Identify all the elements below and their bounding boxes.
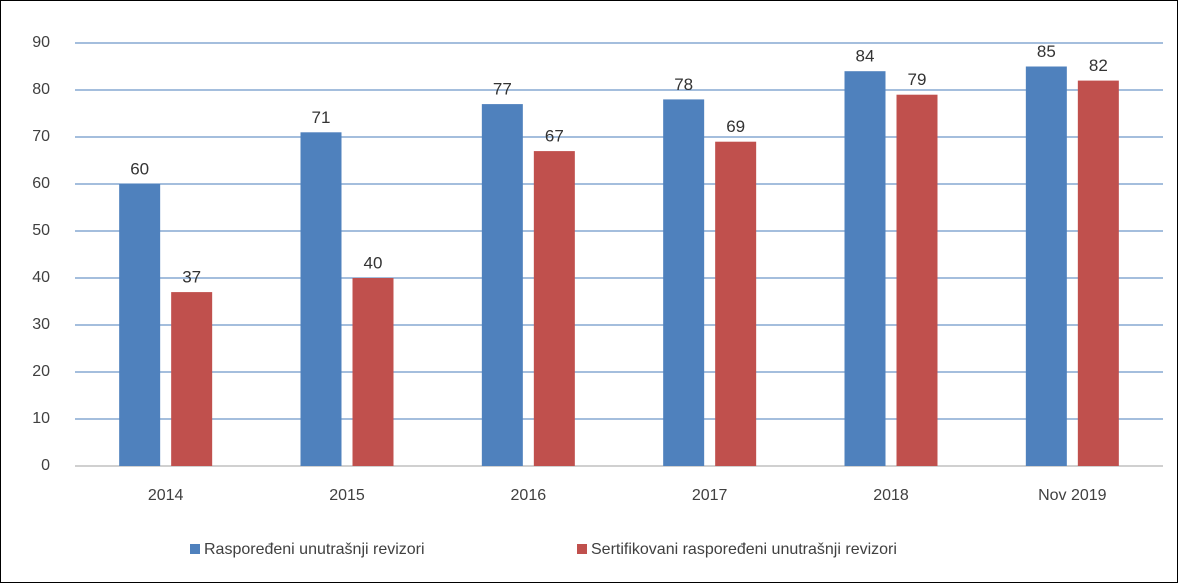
- y-tick-label: 20: [32, 363, 50, 380]
- data-label: 60: [130, 159, 149, 178]
- y-tick-label: 0: [41, 457, 50, 474]
- data-label: 85: [1037, 42, 1056, 61]
- legend-swatch: [190, 544, 200, 554]
- bar: [533, 151, 575, 466]
- y-tick-label: 80: [32, 81, 50, 98]
- data-label: 79: [908, 70, 927, 89]
- bar: [896, 94, 938, 466]
- data-label: 78: [674, 75, 693, 94]
- bar: [663, 99, 705, 467]
- y-tick-label: 10: [32, 410, 50, 427]
- data-label: 82: [1089, 56, 1108, 75]
- bar: [352, 278, 394, 466]
- data-label: 71: [312, 108, 331, 127]
- y-tick-label: 40: [32, 269, 50, 286]
- bar: [119, 184, 161, 466]
- legend-label: Raspoređeni unutrašnji revizori: [204, 541, 425, 558]
- legend-label: Sertifikovani raspoređeni unutrašnji rev…: [591, 541, 897, 558]
- x-tick-label: 2018: [873, 487, 909, 504]
- y-tick-label: 70: [32, 128, 50, 145]
- x-tick-label: 2015: [329, 487, 365, 504]
- y-tick-label: 60: [32, 175, 50, 192]
- bar: [300, 132, 342, 467]
- bar: [1025, 66, 1067, 466]
- data-label: 77: [493, 80, 512, 99]
- data-label: 37: [182, 268, 201, 287]
- x-tick-label: 2014: [148, 487, 184, 504]
- y-tick-label: 30: [32, 316, 50, 333]
- x-tick-label: 2016: [511, 487, 547, 504]
- data-label: 84: [856, 47, 875, 66]
- bar: [171, 292, 213, 466]
- y-tick-label: 90: [32, 34, 50, 51]
- legend-swatch: [577, 544, 587, 554]
- data-label: 40: [364, 253, 383, 272]
- bar: [844, 71, 886, 466]
- data-label: 69: [726, 117, 745, 136]
- x-tick-label: 2017: [692, 487, 728, 504]
- bar: [481, 104, 523, 466]
- data-label: 67: [545, 127, 564, 146]
- x-tick-label: Nov 2019: [1038, 487, 1107, 504]
- bar: [1077, 80, 1119, 466]
- y-tick-label: 50: [32, 222, 50, 239]
- bar: [715, 141, 757, 466]
